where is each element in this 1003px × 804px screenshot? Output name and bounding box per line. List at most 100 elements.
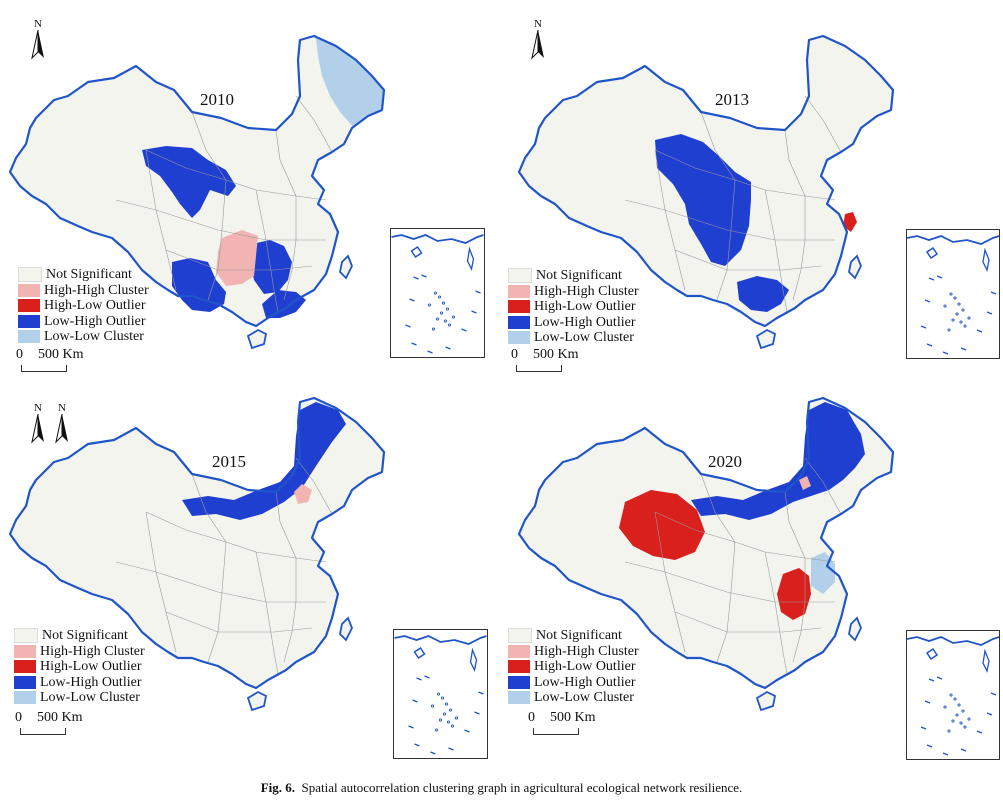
legend-swatch bbox=[508, 268, 532, 284]
legend-swatch bbox=[14, 628, 38, 644]
province-boundary bbox=[295, 95, 333, 153]
province-boundary bbox=[792, 558, 806, 663]
legend-item: Low-High Outlier bbox=[14, 675, 145, 691]
scale-zero: 0 bbox=[511, 347, 518, 362]
legend-swatch bbox=[508, 675, 530, 689]
scale-distance: 500 Km bbox=[533, 347, 579, 362]
legend-item: Not Significant bbox=[14, 628, 145, 644]
province-boundary bbox=[191, 111, 227, 181]
north-label: N bbox=[34, 402, 42, 414]
scale-line bbox=[20, 728, 66, 735]
cluster-region bbox=[142, 146, 236, 218]
island bbox=[755, 690, 777, 712]
province-boundary bbox=[654, 511, 836, 563]
cluster-region bbox=[655, 134, 751, 266]
province-boundary bbox=[255, 189, 279, 313]
scale-bar: 0 500 Km bbox=[16, 347, 116, 375]
scale-zero: 0 bbox=[16, 347, 23, 362]
legend-item: High-Low Outlier bbox=[508, 659, 639, 675]
province-boundary bbox=[165, 611, 313, 633]
scale-bar: 0 500 Km bbox=[511, 347, 611, 375]
scale-bar: 0 500 Km bbox=[15, 710, 115, 738]
legend-item: High-Low Outlier bbox=[18, 298, 149, 314]
panel-year: 2015 bbox=[212, 452, 246, 471]
island bbox=[246, 328, 268, 350]
legend-item: Low-High Outlier bbox=[18, 314, 149, 330]
legend-item: Not Significant bbox=[508, 628, 639, 644]
legend-label: Low-Low Cluster bbox=[534, 690, 634, 706]
legend-swatch bbox=[508, 315, 530, 329]
province-boundary bbox=[115, 199, 326, 241]
legend-item: High-High Cluster bbox=[508, 284, 639, 300]
legend-swatch bbox=[14, 660, 36, 674]
province-boundary bbox=[784, 129, 806, 197]
north-label: N bbox=[34, 18, 42, 30]
province-boundary bbox=[654, 149, 686, 291]
china-map bbox=[8, 34, 386, 350]
legend-item: Low-High Outlier bbox=[508, 315, 639, 331]
legend-label: High-Low Outlier bbox=[534, 299, 636, 315]
legend-label: Not Significant bbox=[536, 628, 622, 644]
legend-label: Low-Low Cluster bbox=[44, 329, 144, 345]
map-panel-2015: 2015 N Not Significant High-High Cluster Hig… bbox=[0, 392, 500, 782]
island bbox=[339, 254, 353, 280]
legend-item: High-Low Outlier bbox=[508, 299, 639, 315]
province-boundary bbox=[674, 611, 822, 633]
province-boundary bbox=[674, 249, 822, 271]
cluster-region bbox=[216, 230, 258, 286]
south-china-sea-inset bbox=[390, 228, 485, 358]
scale-line bbox=[533, 728, 579, 735]
legend-label: High-High Cluster bbox=[534, 643, 639, 659]
legend-swatch bbox=[14, 675, 36, 689]
province-boundary bbox=[145, 511, 327, 563]
legend-label: Low-Low Cluster bbox=[534, 330, 634, 346]
province-boundary bbox=[700, 111, 736, 181]
north-label: N bbox=[58, 402, 66, 414]
legend-swatch bbox=[18, 330, 40, 344]
scale-zero: 0 bbox=[15, 710, 22, 725]
country-border bbox=[8, 396, 386, 690]
legend-swatch bbox=[508, 660, 530, 674]
legend-label: Low-High Outlier bbox=[40, 674, 142, 690]
china-map bbox=[517, 34, 895, 350]
province-boundary bbox=[716, 541, 736, 663]
province-boundary bbox=[764, 551, 788, 675]
province-boundary bbox=[792, 196, 806, 301]
legend-swatch bbox=[18, 267, 42, 283]
legend-label: Not Significant bbox=[46, 267, 132, 283]
scale-line bbox=[516, 365, 562, 372]
legend-swatch bbox=[18, 283, 40, 297]
legend: Not Significant High-High Cluster High-Low… bbox=[508, 268, 639, 346]
cluster-region bbox=[250, 240, 292, 294]
north-arrow-icon: N bbox=[530, 18, 546, 63]
panel-year: 2020 bbox=[708, 452, 742, 471]
legend-label: High-High Cluster bbox=[40, 643, 145, 659]
panel-year: 2010 bbox=[200, 90, 234, 109]
province-boundary bbox=[145, 149, 327, 201]
province-boundary bbox=[295, 457, 333, 515]
north-arrow-icon: N bbox=[30, 18, 46, 63]
scale-distance: 500 Km bbox=[550, 710, 596, 725]
legend-swatch bbox=[14, 644, 36, 658]
legend-label: Low-High Outlier bbox=[534, 674, 636, 690]
island bbox=[848, 616, 862, 642]
province-boundary bbox=[283, 196, 297, 301]
legend-label: Not Significant bbox=[536, 268, 622, 284]
legend-item: Low-High Outlier bbox=[508, 675, 639, 691]
province-boundary bbox=[804, 457, 842, 515]
legend-item: High-High Cluster bbox=[508, 644, 639, 660]
province-boundary bbox=[191, 473, 227, 543]
province-boundary bbox=[275, 491, 297, 559]
legend-label: High-Low Outlier bbox=[44, 298, 146, 314]
province-boundary bbox=[804, 95, 842, 153]
china-map bbox=[8, 396, 386, 712]
legend-label: High-High Cluster bbox=[534, 283, 639, 299]
legend-item: Not Significant bbox=[18, 267, 149, 283]
legend: Not Significant High-High Cluster High-Low… bbox=[508, 628, 639, 706]
south-china-sea-inset bbox=[906, 229, 1000, 359]
map-panel-2020: 2020 N Not Significant High-High Cluster Hig… bbox=[55, 392, 1003, 782]
cluster-region bbox=[691, 402, 865, 520]
province-boundary bbox=[165, 249, 313, 271]
cluster-region bbox=[619, 490, 705, 560]
region-not-significant bbox=[10, 398, 384, 688]
